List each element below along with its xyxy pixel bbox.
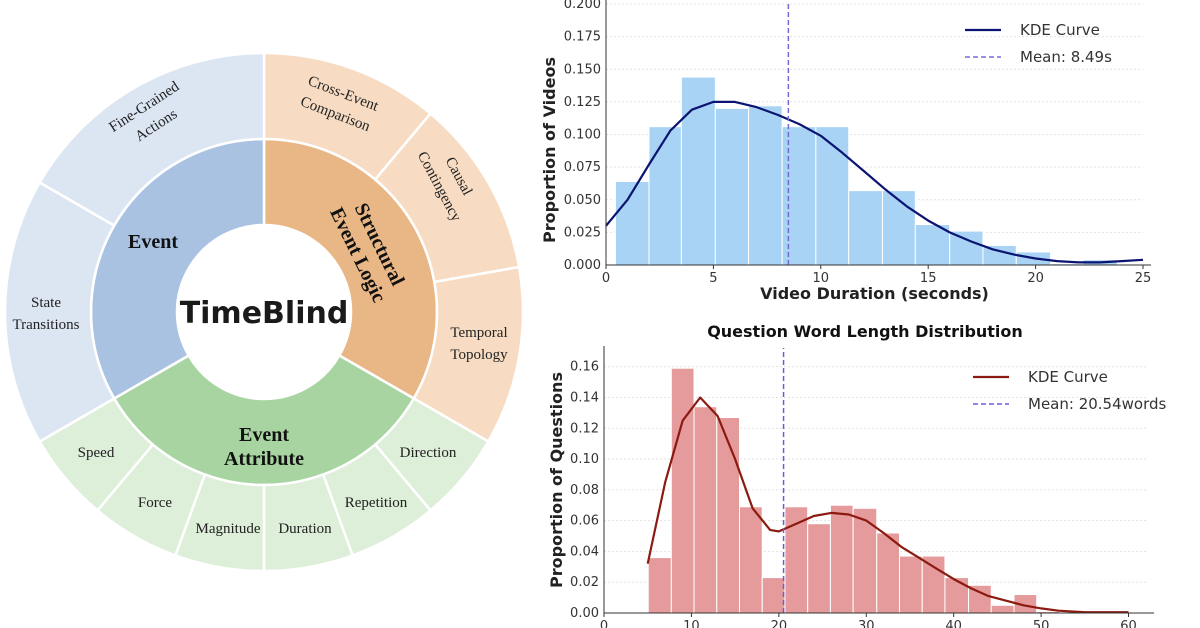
center-hole	[178, 226, 350, 398]
x-tick-label: 50	[1033, 619, 1050, 628]
y-tick-label: 0.00	[570, 606, 599, 621]
histogram-bar	[714, 107, 750, 266]
y-tick-label: 0.10	[570, 452, 599, 467]
x-tick-label: 10	[813, 271, 830, 286]
subcategory-label-line: Force	[138, 495, 172, 511]
y-tick-label: 0.000	[564, 258, 601, 273]
y-tick-label: 0.12	[570, 421, 599, 436]
y-tick-label: 0.200	[564, 0, 601, 12]
y-tick-label: 0.14	[570, 390, 599, 405]
question-length-chart: 0.00 0.02 0.04 0.06 0.08 0.10 0.12 0.14 0.16 0 10 2…	[547, 322, 1167, 628]
y-tick-label: 0.075	[564, 160, 601, 175]
x-tick-label: 25	[1135, 271, 1152, 286]
subcategory-label: Direction	[400, 445, 457, 461]
x-tick-label: 30	[858, 619, 875, 628]
x-tick-label: 40	[945, 619, 962, 628]
histogram-bar	[921, 555, 946, 614]
histogram-bar	[716, 416, 741, 614]
histogram-bar	[881, 190, 916, 266]
histogram-bar	[848, 190, 883, 266]
y-tick-label: 0.04	[570, 544, 599, 559]
histogram-bar	[781, 126, 817, 266]
subcategory-label: Temporal Topology	[450, 325, 508, 363]
histogram-bar	[614, 180, 650, 266]
histogram-bar	[815, 126, 850, 266]
histogram-bar	[761, 577, 786, 614]
category-label-line: Event	[128, 231, 178, 253]
y-tick-label: 0.02	[570, 575, 599, 590]
subcategory-label-line: Temporal	[450, 325, 507, 341]
chart-title: Question Word Length Distribution	[707, 322, 1023, 341]
histogram-bar	[807, 523, 831, 614]
subcategory-label: Magnitude	[196, 521, 261, 537]
histogram-bar	[670, 367, 695, 614]
y-tick-label: 0.025	[564, 225, 601, 240]
x-tick-label: 0	[600, 619, 608, 628]
subcategory-label-line: Duration	[278, 521, 332, 537]
legend-mean-label: Mean: 8.49s	[1020, 48, 1112, 66]
subcategory-label: Speed	[78, 445, 115, 461]
histogram-bar	[748, 105, 783, 266]
histogram-bar	[990, 604, 1015, 614]
histogram-bar	[852, 507, 878, 614]
x-tick-label: 60	[1120, 619, 1137, 628]
histogram-bar	[693, 406, 718, 614]
subcategory-label-line: State	[31, 295, 61, 311]
subcategory-label-line: Transitions	[13, 317, 80, 333]
histogram-bar	[680, 76, 716, 266]
y-tick-label: 0.050	[564, 193, 601, 208]
kde-curve	[605, 100, 1144, 264]
y-tick-label: 0.125	[564, 95, 601, 110]
y-tick-label: 0.06	[570, 514, 599, 529]
x-tick-label: 0	[602, 271, 610, 286]
y-axis-label: Proportion of Videos	[540, 57, 559, 243]
subcategory-label: Repetition	[345, 495, 408, 511]
sunburst-chart: Cross-EventComparisonCausalContingencyTe…	[3, 51, 525, 573]
legend-kde-label: KDE Curve	[1028, 368, 1108, 386]
kde-curve	[646, 396, 1129, 614]
histogram-bar	[949, 230, 984, 266]
category-label: Event	[128, 231, 178, 253]
histogram-bar	[829, 504, 854, 614]
histogram-bar	[898, 555, 923, 614]
y-tick-label: 0.150	[564, 62, 601, 77]
histogram-bar	[648, 126, 682, 266]
x-tick-label: 20	[771, 619, 788, 628]
x-tick-label: 10	[683, 619, 700, 628]
x-axis-label: Video Duration (seconds)	[760, 284, 989, 303]
x-tick-label: 5	[709, 271, 717, 286]
category-label-line: Event	[239, 424, 289, 446]
subcategory-label-line: Topology	[450, 347, 508, 363]
y-axis-label: Proportion of Questions	[547, 372, 566, 588]
histogram-bar	[739, 506, 763, 614]
legend-mean-label: Mean: 20.54words	[1028, 395, 1167, 413]
histogram-bar	[876, 532, 900, 614]
subcategory-label: State Transitions	[13, 295, 80, 333]
video-duration-chart: 0.000 0.025 0.050 0.075 0.100 0.125 0.150 0.175…	[540, 0, 1151, 303]
y-tick-label: 0.16	[570, 360, 599, 375]
y-tick-label: 0.175	[564, 30, 601, 45]
category-label-line: Attribute	[224, 448, 304, 470]
subcategory-segment	[37, 51, 266, 228]
y-tick-label: 0.08	[570, 483, 599, 498]
subcategory-label-line: Direction	[400, 445, 457, 461]
subcategory-label-line: Speed	[78, 445, 115, 461]
histogram-bar	[914, 224, 951, 266]
x-tick-label: 20	[1027, 271, 1044, 286]
legend-kde-label: KDE Curve	[1020, 21, 1100, 39]
x-tick-label: 15	[920, 271, 937, 286]
category-label: Event Attribute	[224, 424, 304, 470]
histogram-bar	[944, 577, 970, 614]
subcategory-label: Force	[138, 495, 172, 511]
subcategory-label: Duration	[278, 521, 332, 537]
histogram-bar	[647, 557, 672, 614]
subcategory-label-line: Magnitude	[196, 521, 261, 537]
center-title: TimeBlind	[180, 296, 349, 331]
y-tick-label: 0.100	[564, 128, 601, 143]
subcategory-label-line: Repetition	[345, 495, 408, 511]
